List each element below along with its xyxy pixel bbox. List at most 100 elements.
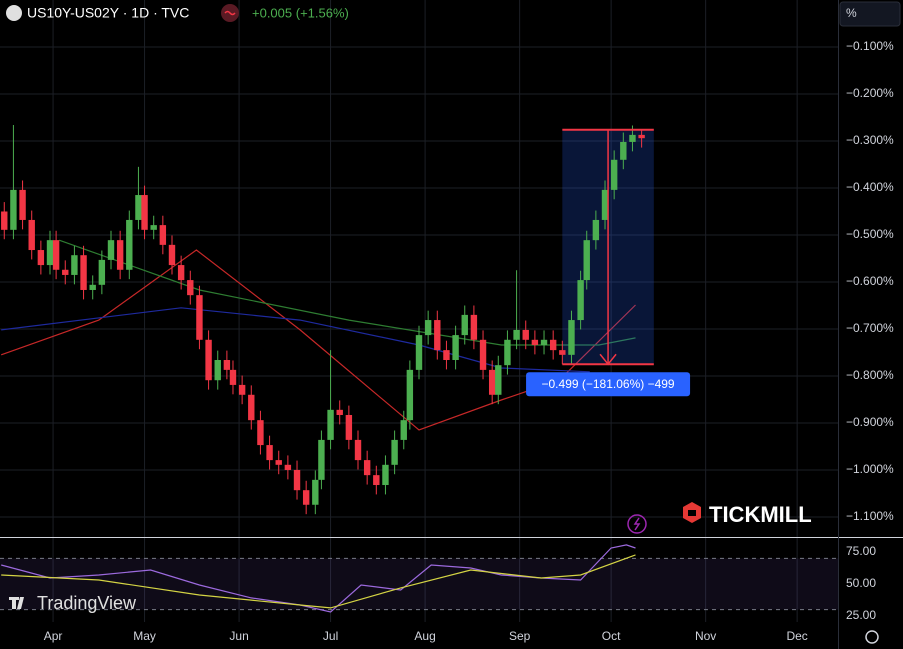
- candle-body: [107, 240, 115, 260]
- candle-body: [89, 284, 96, 290]
- candle-body: [214, 360, 221, 381]
- x-tick-label: Sep: [509, 629, 531, 643]
- symbol-icon: [6, 5, 22, 21]
- candle-body: [549, 339, 557, 351]
- candle-body: [257, 420, 264, 446]
- candle-body: [434, 320, 441, 351]
- candle-body: [266, 445, 273, 461]
- candle-body: [424, 320, 432, 336]
- rsi-line: [1, 544, 636, 613]
- y-tick-label: −0.200%: [846, 86, 894, 100]
- candle-body: [302, 490, 310, 505]
- candle-body: [345, 414, 353, 440]
- candle-body: [205, 339, 212, 381]
- x-tick-label: Oct: [602, 629, 621, 643]
- candle-body: [284, 464, 292, 470]
- y-tick-label: −0.100%: [846, 39, 894, 53]
- change-label: +0.005 (+1.56%): [252, 5, 349, 20]
- candle-body: [177, 265, 185, 281]
- candle-body: [46, 240, 54, 266]
- moving-average: [1, 307, 590, 373]
- candle-body: [638, 134, 645, 139]
- candle-body: [141, 195, 148, 230]
- y-tick-label: −1.100%: [846, 509, 894, 523]
- candle-body: [577, 280, 584, 321]
- x-tick-label: May: [133, 629, 156, 643]
- candle-body: [19, 189, 26, 220]
- event-icon[interactable]: [627, 514, 647, 534]
- candle-body: [470, 314, 478, 340]
- candle-body: [229, 369, 237, 385]
- candle-body: [559, 350, 566, 355]
- candle-body: [620, 141, 627, 160]
- watermark: TICKMILL: [709, 502, 812, 527]
- candle-body: [461, 314, 468, 336]
- candle-body: [187, 280, 194, 296]
- candle-body: [318, 439, 325, 480]
- candle-body: [62, 269, 69, 275]
- candle-body: [382, 464, 389, 486]
- candle-body: [610, 159, 618, 190]
- candle-body: [52, 240, 60, 270]
- candle-body: [391, 439, 398, 465]
- candle-body: [98, 259, 106, 285]
- candle-body: [406, 369, 414, 421]
- x-tick-label: Aug: [414, 629, 435, 643]
- candle-body: [601, 189, 609, 220]
- tradingview-text: TradingView: [37, 593, 137, 613]
- candle-body: [336, 409, 343, 415]
- y-tick-label: 50.00: [846, 576, 876, 590]
- event-bolt: [633, 517, 641, 531]
- plot: −0.499 (−181.06%) −499: [0, 125, 838, 613]
- candle-body: [248, 394, 255, 421]
- candle-body: [513, 329, 520, 340]
- x-tick-label: Jul: [323, 629, 338, 643]
- candle-body: [363, 460, 371, 476]
- x-tick-label: Dec: [786, 629, 807, 643]
- candle-body: [629, 134, 636, 142]
- candle-body: [135, 195, 142, 220]
- measure-arrow-head: [599, 353, 617, 366]
- measure-label: −0.499 (−181.06%) −499: [542, 377, 675, 391]
- x-tick-label: Jun: [229, 629, 248, 643]
- candle-body: [540, 339, 548, 345]
- candle-body: [504, 339, 511, 366]
- rsi-line: [1, 554, 636, 609]
- candle-body: [238, 384, 246, 395]
- candle-body: [293, 469, 301, 491]
- candle-body: [495, 365, 502, 395]
- candle-body: [400, 420, 407, 440]
- x-tick-label: Apr: [44, 629, 63, 643]
- candle-body: [10, 189, 17, 230]
- symbol-title: US10Y-US02Y · 1D · TVC: [27, 5, 189, 21]
- candle-body: [80, 255, 87, 290]
- unit-box[interactable]: [839, 1, 901, 27]
- y-tick-label: −0.700%: [846, 321, 894, 335]
- indicator-wave: [224, 10, 236, 16]
- candle-body: [443, 350, 450, 361]
- y-tick-label: −0.800%: [846, 368, 894, 382]
- y-tick-label: 25.00: [846, 608, 876, 622]
- candle-body: [150, 225, 157, 230]
- measure-label-box: [526, 372, 691, 397]
- candle-body: [373, 475, 380, 486]
- y-tick-label: −0.400%: [846, 180, 894, 194]
- y-tick-label: −0.900%: [846, 415, 894, 429]
- y-tick-label: −0.300%: [846, 133, 894, 147]
- y-tick-label: 75.00: [846, 544, 876, 558]
- unit-label: %: [846, 6, 857, 20]
- candle-body: [116, 240, 124, 270]
- candle-body: [452, 335, 459, 361]
- candle-body: [196, 295, 203, 340]
- candle-body: [223, 360, 231, 370]
- tickmill-logo-cut: [688, 510, 696, 516]
- candle-body: [37, 250, 45, 266]
- settings-icon[interactable]: [865, 630, 879, 644]
- candle-body: [275, 460, 282, 465]
- candle-body: [354, 439, 362, 461]
- candle-body: [159, 225, 167, 245]
- candle-body: [415, 335, 423, 370]
- tradingview-logo: [9, 597, 24, 609]
